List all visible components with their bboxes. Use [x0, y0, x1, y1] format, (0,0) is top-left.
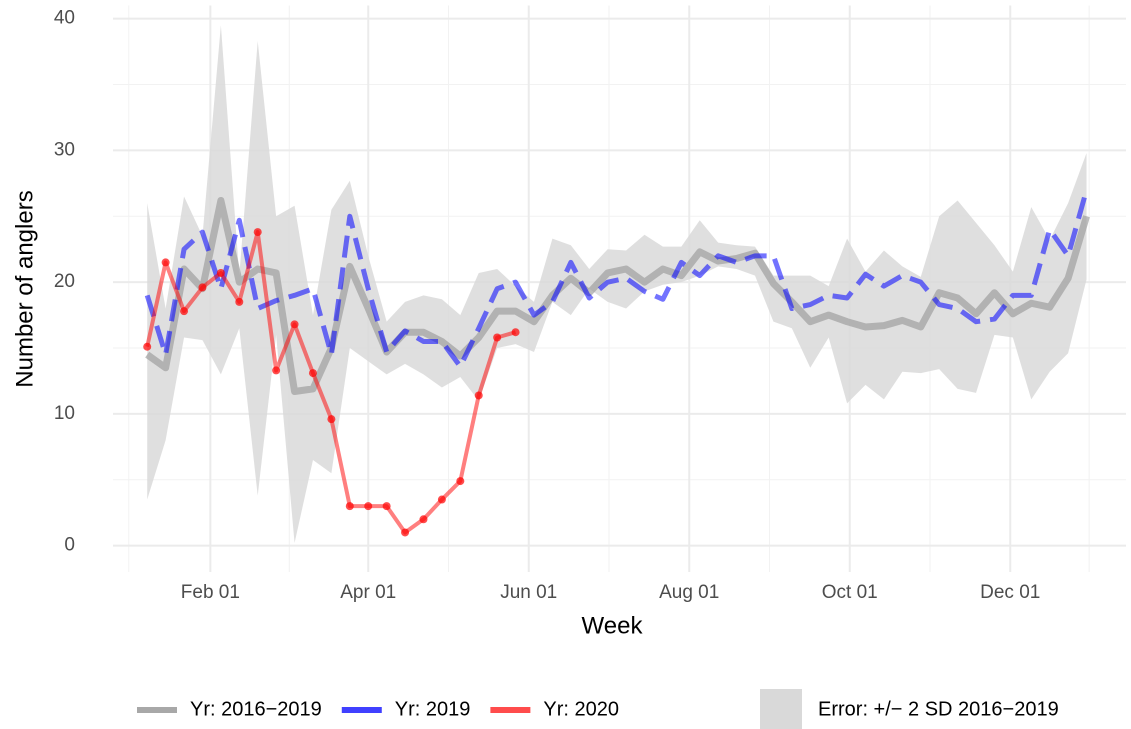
- y-tick-label: 20: [54, 271, 75, 292]
- legend-label: Error: +/− 2 SD 2016−2019: [818, 698, 1059, 720]
- y-tick-label: 0: [64, 535, 75, 556]
- legend-label: Yr: 2019: [395, 698, 471, 720]
- data-point: [456, 477, 465, 486]
- x-tick-label: Dec 01: [980, 582, 1040, 603]
- data-point: [493, 333, 502, 342]
- x-tick-label: Jun 01: [500, 582, 557, 603]
- data-point: [401, 528, 410, 537]
- data-point: [143, 342, 152, 351]
- data-point: [198, 283, 207, 292]
- x-axis-title: Week: [582, 612, 644, 639]
- data-point: [327, 415, 336, 424]
- data-point: [161, 258, 170, 267]
- legend-key: [760, 689, 802, 729]
- data-point: [272, 366, 281, 375]
- y-tick-label: 40: [54, 8, 75, 29]
- data-point: [437, 495, 446, 504]
- y-tick-label: 30: [54, 139, 75, 160]
- data-point: [382, 502, 391, 511]
- legend-label: Yr: 2020: [543, 698, 619, 720]
- x-tick-label: Feb 01: [181, 582, 240, 603]
- data-point: [345, 502, 354, 511]
- data-point: [235, 297, 244, 306]
- y-tick-label: 10: [54, 403, 75, 424]
- data-point: [216, 268, 225, 277]
- data-point: [419, 515, 428, 524]
- data-point: [308, 369, 317, 378]
- x-tick-label: Apr 01: [340, 582, 396, 603]
- data-point: [511, 328, 520, 337]
- x-tick-label: Oct 01: [822, 582, 878, 603]
- y-axis-title: Number of anglers: [11, 190, 38, 387]
- legend-label: Yr: 2016−2019: [190, 698, 322, 720]
- data-point: [253, 228, 262, 237]
- series-line: [144, 189, 1089, 369]
- error-ribbon: [147, 25, 1087, 544]
- data-point: [474, 391, 483, 400]
- data-point: [364, 502, 373, 511]
- x-tick-label: Aug 01: [659, 582, 719, 603]
- series-line: [145, 196, 1090, 396]
- data-point: [290, 320, 299, 329]
- data-point: [180, 307, 189, 316]
